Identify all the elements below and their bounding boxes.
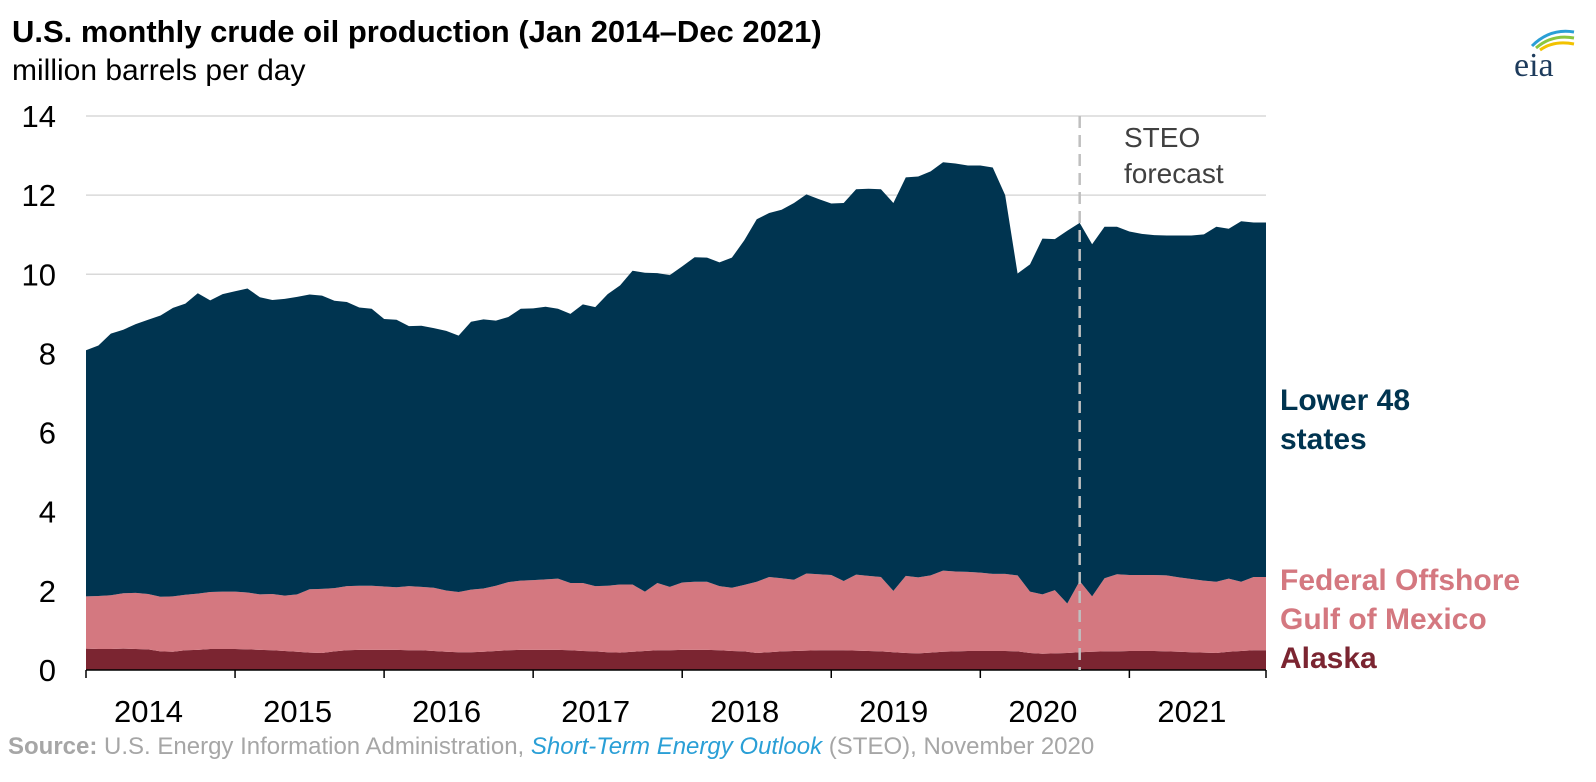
- x-tick-label: 2016: [412, 694, 481, 729]
- forecast-label: forecast: [1124, 158, 1224, 189]
- chart-title: U.S. monthly crude oil production (Jan 2…: [12, 14, 822, 49]
- y-tick-label: 10: [22, 257, 56, 292]
- y-tick-label: 14: [22, 99, 56, 134]
- x-tick-label: 2020: [1008, 694, 1077, 729]
- y-tick-label: 8: [39, 336, 56, 371]
- y-tick-label: 2: [39, 574, 56, 609]
- source-text: U.S. Energy Information Administration,: [97, 733, 531, 760]
- series-labels: Alaska Federal Offshore Gulf of Mexico Lowe…: [1280, 384, 1520, 675]
- axes: 0 2 4 6 8 10 12 14 2014 2015 2016 2017 2018 2019 2020 2…: [22, 99, 1267, 729]
- y-tick-label: 12: [22, 178, 56, 213]
- forecast-marker: STEO forecast: [1078, 116, 1224, 670]
- area-alaska: [86, 648, 1266, 670]
- source-note: Source: U.S. Energy Information Administ…: [8, 733, 1094, 761]
- x-tick-label: 2017: [561, 694, 630, 729]
- x-tick-label: 2019: [859, 694, 928, 729]
- x-tick-label: 2014: [114, 694, 183, 729]
- steo-link[interactable]: Short-Term Energy Outlook: [530, 733, 823, 760]
- logo-text: eia: [1514, 47, 1554, 84]
- series-label: Lower 48: [1280, 384, 1410, 417]
- source-suffix: (STEO), November 2020: [822, 733, 1095, 760]
- x-tick-label: 2021: [1157, 694, 1226, 729]
- forecast-label: STEO: [1124, 122, 1200, 153]
- x-tick-label: 2015: [263, 694, 332, 729]
- source-prefix: Source:: [8, 733, 98, 760]
- series-label: Federal Offshore: [1280, 564, 1520, 597]
- y-tick-label: 6: [39, 416, 56, 451]
- series-label: Alaska: [1280, 642, 1377, 675]
- x-tick-label: 2018: [710, 694, 779, 729]
- eia-logo-icon: eia: [1510, 24, 1580, 84]
- y-tick-label: 0: [39, 653, 56, 688]
- series-label: states: [1280, 423, 1367, 456]
- area-lower-48-states: [86, 162, 1266, 604]
- y-tick-label: 4: [39, 495, 56, 530]
- stacked-areas: [86, 162, 1266, 670]
- area-federal-offshore-gulf-of-mexico: [86, 570, 1266, 654]
- chart-area: 0 2 4 6 8 10 12 14 2014 2015 2016 2017 2018 2019 2020 2…: [22, 99, 1521, 729]
- chart-subtitle: million barrels per day: [12, 54, 306, 87]
- series-label: Gulf of Mexico: [1280, 603, 1487, 636]
